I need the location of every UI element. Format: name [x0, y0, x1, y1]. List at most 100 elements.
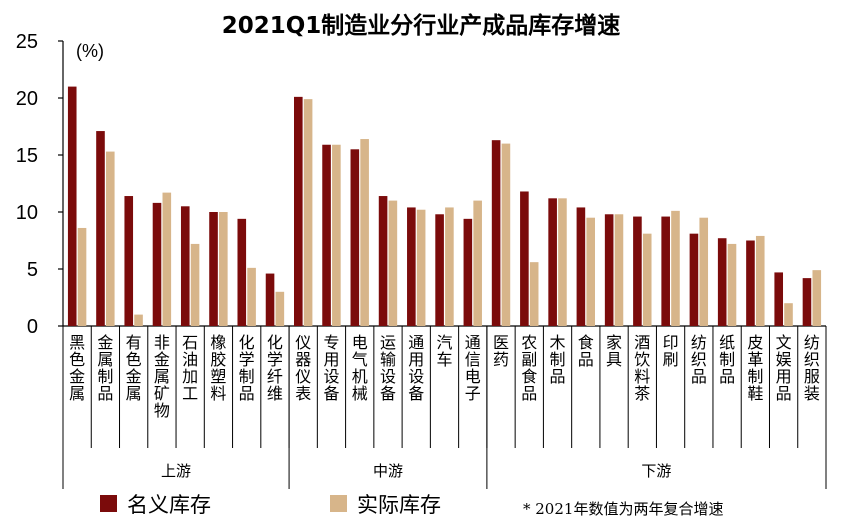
chart-note: * 2021年数值为两年复合增速 — [523, 500, 723, 518]
legend-label: 实际库存 — [357, 493, 441, 517]
chart-title: 2021Q1制造业分行业产成品库存增速 — [222, 12, 621, 39]
bar-real — [727, 243, 737, 326]
category-label: 皮革制鞋 — [747, 333, 763, 403]
group-label: 中游 — [373, 462, 403, 480]
category-label: 家具 — [606, 333, 622, 369]
bar-real — [699, 217, 709, 326]
bar-nominal — [520, 191, 529, 326]
category-label: 木制品 — [550, 333, 566, 386]
bar-nominal — [180, 206, 190, 326]
bar-real — [388, 200, 398, 326]
legend-label: 名义库存 — [127, 493, 211, 517]
category-label: 化学纤维 — [267, 333, 283, 403]
category-label: 食品 — [578, 333, 594, 369]
bar-real — [162, 192, 172, 326]
bar-nominal — [67, 86, 77, 326]
bar-nominal — [237, 218, 247, 326]
group-label: 上游 — [161, 462, 191, 480]
bar-nominal — [774, 272, 784, 326]
bar-real — [586, 217, 595, 326]
bar-real — [784, 303, 793, 326]
y-tick-label: 0 — [27, 316, 38, 338]
bar-nominal — [124, 196, 134, 326]
legend-swatch — [330, 495, 347, 512]
bar-real — [190, 243, 200, 326]
category-label: 石油加工 — [182, 333, 198, 403]
y-tick-label: 20 — [16, 88, 38, 110]
bar-real — [134, 314, 143, 326]
bar-nominal — [633, 216, 642, 326]
bar-nominal — [435, 214, 444, 326]
category-label: 酒饮料茶 — [634, 333, 650, 403]
category-label: 纺织品 — [691, 333, 707, 386]
bar-real — [247, 267, 256, 326]
bar-real — [755, 235, 765, 326]
category-label: 印刷 — [663, 333, 679, 369]
category-label: 有色金属 — [126, 333, 142, 403]
bar-nominal — [322, 144, 331, 326]
group-label: 下游 — [641, 462, 671, 480]
bar-real — [332, 144, 341, 326]
bar-nominal — [407, 207, 416, 326]
category-label: 电气机械 — [352, 333, 368, 403]
bar-nominal — [717, 238, 727, 326]
legend-swatch — [100, 495, 117, 512]
bar-nominal — [350, 149, 360, 326]
bar-real — [642, 233, 652, 326]
bar-real — [360, 139, 369, 326]
bar-real — [77, 227, 87, 326]
category-label: 纸制品 — [719, 333, 735, 386]
bar-real — [303, 99, 313, 326]
bar-nominal — [463, 218, 473, 326]
y-tick-label: 5 — [27, 259, 38, 281]
bar-nominal — [746, 240, 755, 326]
bar-nominal — [661, 216, 670, 326]
category-label: 文娱用品 — [776, 333, 792, 403]
bar-nominal — [576, 207, 586, 326]
category-label: 通用设备 — [408, 333, 424, 403]
bar-real — [445, 207, 454, 326]
bar-nominal — [491, 140, 501, 326]
category-label: 运输设备 — [380, 333, 396, 403]
bar-real — [671, 210, 680, 326]
bar-nominal — [689, 233, 699, 326]
category-label: 农副食品 — [521, 333, 537, 403]
category-label: 非金属矿物 — [154, 333, 170, 420]
bar-nominal — [265, 273, 275, 326]
bar-nominal — [548, 198, 557, 326]
bar-real — [812, 270, 822, 326]
bar-nominal — [604, 214, 614, 326]
bar-real — [614, 214, 624, 326]
bar-nominal — [294, 96, 303, 326]
y-tick-label: 15 — [16, 145, 38, 167]
category-label: 黑色金属 — [69, 333, 85, 403]
category-label: 仪器仪表 — [295, 333, 311, 403]
y-axis-unit: (%) — [76, 41, 104, 61]
category-label: 专用设备 — [323, 333, 339, 403]
bar-real — [219, 212, 228, 326]
bar-real — [105, 151, 115, 326]
category-label: 金属制品 — [97, 333, 113, 403]
category-label: 通信电子 — [465, 333, 481, 403]
bar-nominal — [96, 131, 105, 326]
bar-real — [416, 209, 426, 326]
bar-real — [473, 200, 482, 326]
bar-real — [558, 198, 567, 326]
category-label: 化学制品 — [239, 333, 255, 403]
bar-nominal — [152, 202, 162, 326]
bar-real — [529, 262, 539, 326]
bar-real — [501, 143, 511, 326]
bar-nominal — [378, 196, 388, 326]
category-label: 汽车 — [436, 333, 452, 369]
bar-nominal — [209, 212, 218, 326]
bar-nominal — [802, 278, 812, 326]
y-tick-label: 25 — [16, 31, 38, 53]
legend: 名义库存 实际库存 — [100, 493, 441, 517]
category-label: 医药 — [493, 333, 509, 369]
plot-area: 0 5 10 15 20 25 上游 中游 下游 黑色金属金属制品有色金属非金属矿物石油加工橡胶塑… — [16, 31, 827, 489]
category-label: 纺织服装 — [804, 333, 820, 403]
category-label: 橡胶塑料 — [210, 333, 226, 403]
bar-real — [275, 291, 285, 326]
y-tick-label: 10 — [16, 202, 38, 224]
